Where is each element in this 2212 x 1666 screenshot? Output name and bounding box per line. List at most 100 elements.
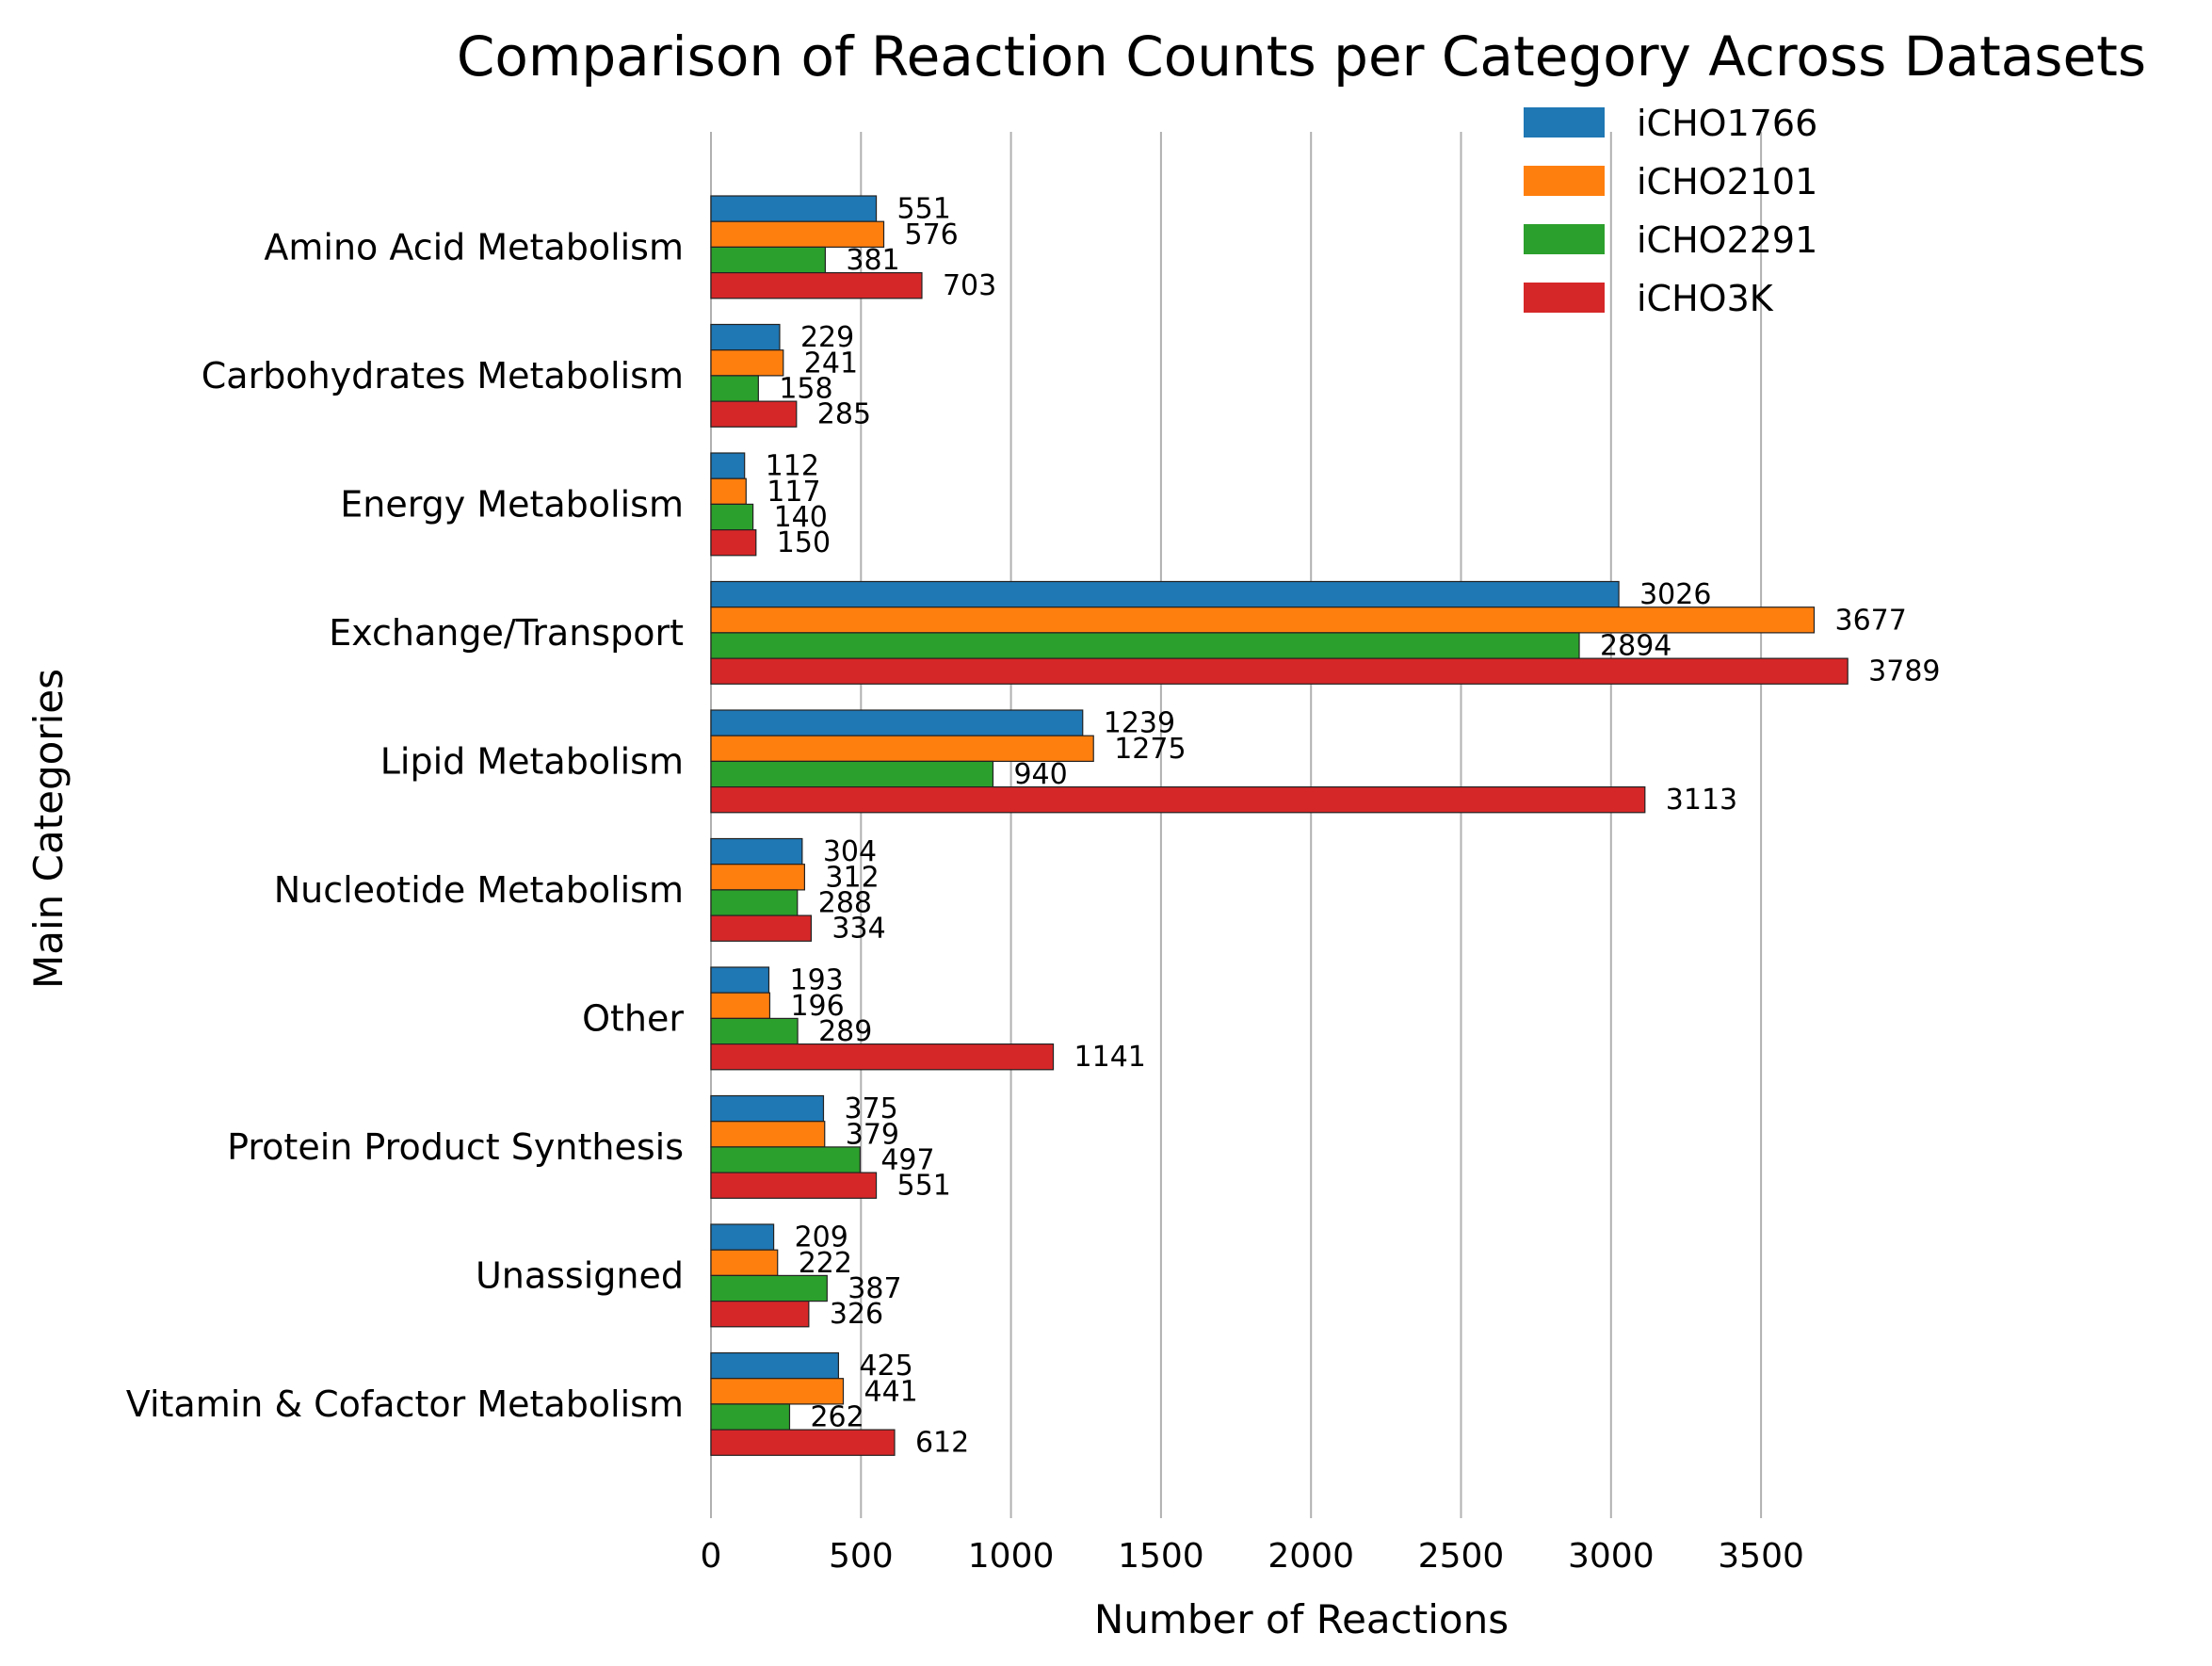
category-label: Carbohydrates Metabolism bbox=[202, 355, 684, 396]
value-label: 375 bbox=[844, 1092, 897, 1125]
x-tick-label: 3500 bbox=[1718, 1537, 1804, 1576]
bar bbox=[710, 477, 747, 506]
bar bbox=[710, 1223, 775, 1251]
bar bbox=[710, 246, 826, 274]
value-label: 112 bbox=[766, 450, 819, 483]
value-label: 1239 bbox=[1104, 707, 1175, 740]
category-label: Nucleotide Metabolism bbox=[274, 869, 684, 911]
bar bbox=[710, 1146, 861, 1173]
value-label: 2894 bbox=[1600, 630, 1671, 663]
x-tick-labels: 0 500 1000 1500 2000 2500 3000 3500 bbox=[701, 1537, 1804, 1576]
bar bbox=[710, 375, 759, 402]
bar bbox=[710, 657, 1849, 685]
bar bbox=[710, 1378, 845, 1405]
value-label: 3789 bbox=[1868, 655, 1940, 688]
bar bbox=[710, 914, 813, 942]
legend-swatch bbox=[1524, 283, 1605, 313]
value-label: 288 bbox=[818, 887, 872, 920]
x-tick-label: 500 bbox=[829, 1537, 894, 1576]
legend-swatch bbox=[1524, 107, 1605, 137]
bar bbox=[710, 1094, 825, 1123]
value-label: 703 bbox=[943, 269, 996, 302]
bar bbox=[710, 1300, 810, 1328]
value-label: 381 bbox=[846, 244, 899, 277]
value-label: 150 bbox=[777, 526, 831, 559]
value-label: 612 bbox=[915, 1427, 969, 1460]
bar bbox=[710, 1351, 840, 1380]
value-label: 326 bbox=[830, 1298, 883, 1331]
value-label: 425 bbox=[859, 1350, 912, 1383]
value-label: 209 bbox=[795, 1221, 848, 1254]
category-label: Other bbox=[582, 997, 684, 1039]
value-label: 304 bbox=[823, 835, 877, 868]
bar bbox=[710, 195, 878, 222]
category-label: Vitamin & Cofactor Metabolism bbox=[126, 1383, 684, 1425]
grid-lines bbox=[710, 132, 1763, 1518]
legend-label: iCHO2101 bbox=[1637, 161, 1817, 202]
value-label: 1275 bbox=[1114, 733, 1186, 766]
bar bbox=[710, 1172, 878, 1199]
bar bbox=[710, 220, 885, 248]
bar bbox=[710, 1017, 799, 1045]
category-label: Unassigned bbox=[476, 1254, 684, 1296]
bar bbox=[710, 607, 1816, 634]
value-label: 387 bbox=[848, 1272, 901, 1305]
bar bbox=[710, 889, 799, 916]
value-label: 497 bbox=[880, 1144, 934, 1177]
x-tick-label: 2000 bbox=[1267, 1537, 1354, 1576]
bar bbox=[710, 503, 754, 531]
y-axis-label: Main Categories bbox=[25, 669, 72, 989]
bar bbox=[710, 1403, 791, 1431]
value-label: 3113 bbox=[1666, 784, 1737, 817]
value-label: 3677 bbox=[1834, 604, 1906, 637]
bar bbox=[710, 785, 1646, 814]
category-labels: Amino Acid Metabolism Carbohydrates Metab… bbox=[126, 226, 685, 1425]
bar bbox=[710, 400, 798, 428]
category-label: Amino Acid Metabolism bbox=[264, 226, 684, 267]
value-label: 379 bbox=[846, 1118, 899, 1151]
bar bbox=[710, 528, 757, 557]
bar bbox=[710, 580, 1620, 608]
value-label: 551 bbox=[897, 193, 951, 226]
bar bbox=[710, 735, 1094, 763]
value-label: 140 bbox=[774, 501, 828, 534]
value-label: 3026 bbox=[1639, 578, 1711, 611]
value-label: 158 bbox=[779, 373, 832, 406]
legend-swatch bbox=[1524, 166, 1605, 196]
x-tick-label: 0 bbox=[701, 1537, 722, 1576]
bar bbox=[710, 1274, 828, 1302]
bar bbox=[710, 452, 746, 479]
value-label: 285 bbox=[817, 398, 871, 431]
category-label: Lipid Metabolism bbox=[380, 740, 684, 782]
legend-label: iCHO1766 bbox=[1637, 103, 1817, 144]
bar bbox=[710, 1043, 1055, 1071]
x-tick-label: 1500 bbox=[1118, 1537, 1204, 1576]
x-tick-label: 3000 bbox=[1568, 1537, 1655, 1576]
value-label: 222 bbox=[799, 1247, 852, 1280]
bar bbox=[710, 760, 994, 788]
chart-title: Comparison of Reaction Counts per Catego… bbox=[457, 24, 2146, 89]
bars bbox=[710, 195, 1849, 1456]
value-label: 196 bbox=[790, 990, 844, 1023]
value-label: 117 bbox=[767, 476, 820, 509]
value-label: 576 bbox=[905, 218, 959, 251]
value-label: 262 bbox=[810, 1401, 864, 1434]
bar bbox=[710, 1121, 826, 1148]
value-label: 334 bbox=[832, 913, 885, 946]
bar bbox=[710, 992, 771, 1019]
value-label: 551 bbox=[897, 1170, 951, 1203]
bar bbox=[710, 709, 1084, 736]
value-label: 940 bbox=[1013, 758, 1067, 791]
value-label: 441 bbox=[864, 1375, 918, 1408]
value-label: 229 bbox=[800, 321, 854, 354]
value-label: 193 bbox=[789, 964, 843, 997]
legend: iCHO1766 iCHO2101 iCHO2291 iCHO3K bbox=[1524, 103, 1817, 319]
value-label: 289 bbox=[818, 1015, 872, 1048]
x-tick-label: 1000 bbox=[968, 1537, 1055, 1576]
bar bbox=[710, 323, 781, 351]
value-label: 241 bbox=[804, 347, 858, 380]
category-label: Energy Metabolism bbox=[340, 483, 684, 525]
bar bbox=[710, 272, 923, 299]
bar bbox=[710, 1249, 779, 1276]
bar bbox=[710, 1429, 896, 1456]
